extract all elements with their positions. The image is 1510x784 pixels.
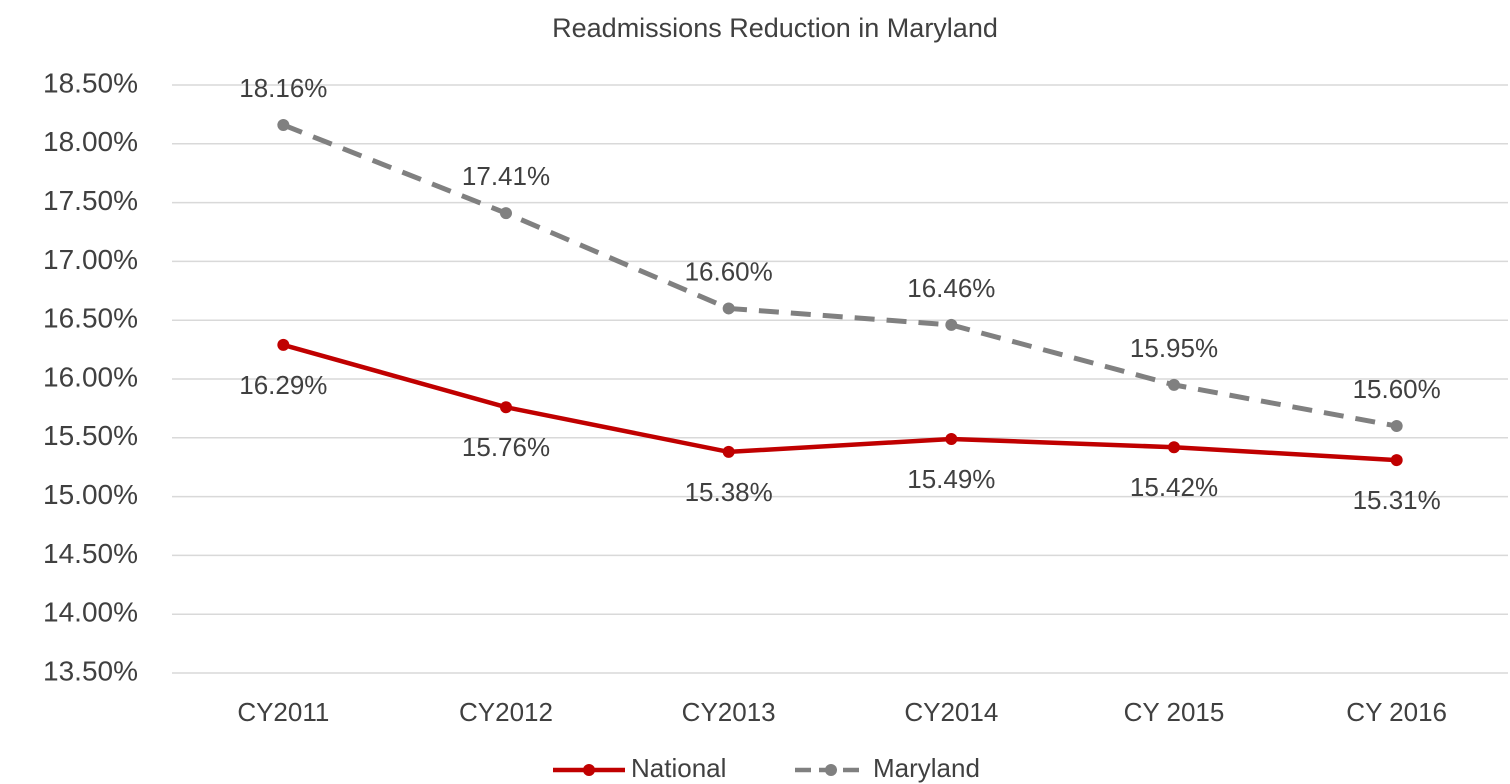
y-tick-label: 18.00% (43, 126, 138, 157)
y-tick-label: 18.50% (43, 67, 138, 98)
point (945, 318, 958, 331)
point (277, 118, 290, 131)
x-tick-label: CY2012 (459, 697, 553, 727)
y-tick-label: 14.00% (43, 597, 138, 628)
chart-title: Readmissions Reduction in Maryland (552, 13, 998, 43)
point (722, 445, 735, 458)
x-tick-label: CY 2015 (1124, 697, 1225, 727)
x-tick-label: CY2013 (682, 697, 776, 727)
data-label: 15.95% (1130, 333, 1218, 363)
data-label: 15.38% (685, 477, 773, 507)
y-tick-label: 15.50% (43, 420, 138, 451)
legend-marker (583, 764, 595, 776)
data-label: 15.76% (462, 432, 550, 462)
data-label: 15.31% (1353, 485, 1441, 515)
data-label: 16.46% (907, 273, 995, 303)
point (500, 401, 512, 414)
y-tick-label: 14.50% (43, 538, 138, 569)
data-label: 15.60% (1353, 374, 1441, 404)
y-tick-label: 16.00% (43, 361, 138, 392)
point (1390, 454, 1403, 467)
y-tick-label: 17.50% (43, 185, 138, 216)
x-tick-label: CY 2016 (1346, 697, 1447, 727)
y-tick-label: 16.50% (43, 303, 138, 334)
series-line (282, 122, 1398, 429)
series-line (282, 342, 1397, 463)
point (722, 302, 735, 315)
data-label: 15.42% (1130, 472, 1218, 502)
point (1390, 420, 1403, 433)
point (1168, 441, 1180, 454)
point (277, 338, 290, 351)
y-tick-label: 17.00% (43, 244, 138, 275)
data-label: 17.41% (462, 161, 550, 191)
y-tick-label: 13.50% (43, 655, 138, 686)
x-tick-label: CY2011 (237, 697, 329, 727)
y-tick-label: 15.00% (43, 479, 138, 510)
point (500, 207, 512, 220)
legend-label: National (631, 753, 726, 783)
legend-marker (825, 764, 837, 776)
point (1168, 378, 1180, 391)
data-label: 16.60% (685, 256, 773, 286)
data-label: 18.16% (239, 73, 327, 103)
data-label: 15.49% (907, 464, 995, 494)
x-tick-label: CY2014 (904, 697, 998, 727)
point (945, 432, 958, 445)
data-label: 16.29% (239, 370, 327, 400)
legend-label: Maryland (873, 753, 980, 783)
